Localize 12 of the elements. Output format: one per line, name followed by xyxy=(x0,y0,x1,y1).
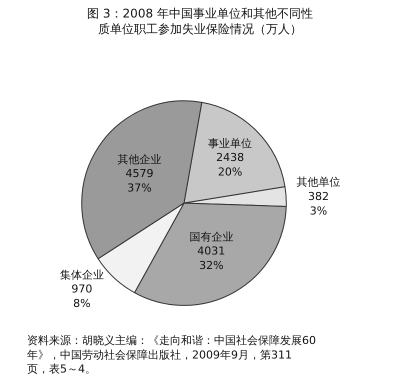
slice-label: 国有企业 xyxy=(189,230,234,244)
chart-title: 图 3：2008 年中国事业单位和其他不同性质单位职工参加失业保险情况（万人） xyxy=(87,6,313,36)
data-label: 382 3% xyxy=(308,190,329,218)
data-label: 4579 37% xyxy=(126,167,154,194)
data-label: 970 8% xyxy=(71,282,92,310)
slice-label: 其他单位 xyxy=(296,176,340,189)
slice-label: 事业单位 xyxy=(208,136,252,150)
slice-label: 其他企业 xyxy=(118,152,162,166)
text: 资料来源：胡晓义主编：《走向和谐：中国社会保障发展60年》，中国劳动社会保障出版社，2009年9月，第311页，表5～4。 xyxy=(27,334,316,376)
data-label: 2438 20% xyxy=(216,151,244,178)
data-label: 4031 32% xyxy=(197,244,226,272)
slice-label: 集体企业 xyxy=(60,268,104,282)
